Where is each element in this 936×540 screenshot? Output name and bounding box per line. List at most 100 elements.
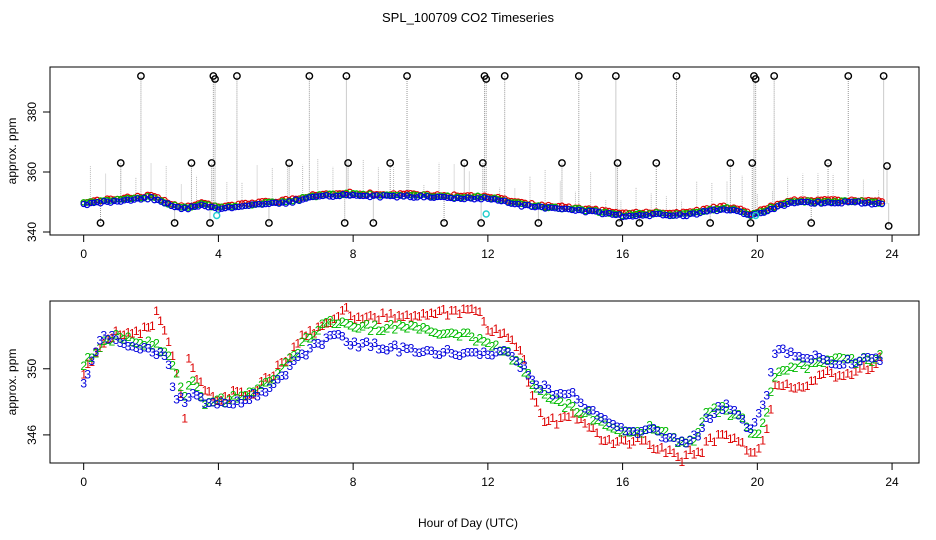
- bottom-series-1-point: 1: [747, 445, 754, 459]
- top-series-3-point: [461, 195, 468, 203]
- bottom-series-3-point: 3: [444, 342, 451, 356]
- bottom-series-1-point: 1: [343, 300, 350, 314]
- top-raw-point: [652, 159, 661, 167]
- bottom-series-2-point: 2: [650, 422, 657, 436]
- bottom-series-2-point: 2: [788, 360, 795, 374]
- top-x-tick-label: 0: [80, 247, 87, 261]
- bottom-series-2-point: 2: [824, 353, 831, 367]
- bottom-series-3-point: 3: [703, 411, 710, 425]
- top-series-2-point: [518, 200, 525, 208]
- bottom-series-2-point: 2: [864, 353, 871, 367]
- bottom-series-3-point: 3: [864, 351, 871, 365]
- top-series-3-point: [801, 198, 808, 206]
- top-raw-point: [672, 72, 681, 80]
- top-series-3-point: [333, 192, 340, 200]
- bottom-series-1-point: 1: [189, 361, 196, 375]
- bottom-series-2-point: 2: [594, 413, 601, 427]
- top-series-3-point: [100, 197, 108, 205]
- bottom-series-1-point: 1: [840, 369, 847, 383]
- bottom-x-tick-label: 16: [616, 475, 630, 489]
- bottom-series-2-point: 2: [335, 317, 342, 331]
- top-series-3-point: [663, 211, 670, 219]
- bottom-series-1-point: 1: [145, 320, 152, 334]
- top-raw-point: [482, 75, 491, 83]
- top-series-3-point: [292, 196, 300, 203]
- bottom-series-2-point: 2: [763, 405, 770, 419]
- top-series-3-point: [252, 201, 259, 208]
- bottom-series-2-point: 2: [590, 413, 597, 427]
- top-raw-point: [116, 159, 125, 167]
- bottom-series-2-point: 2: [185, 378, 192, 392]
- bottom-series-3-point: 3: [699, 421, 706, 435]
- top-series-3-point: [245, 202, 252, 209]
- bottom-series-1-point: 1: [755, 441, 762, 455]
- bottom-series-2-point: 2: [194, 380, 201, 394]
- bottom-series-3-point: 3: [505, 345, 512, 359]
- bottom-series-2-point: 2: [266, 374, 273, 388]
- bottom-series-2-point: 2: [679, 435, 686, 449]
- bottom-series-3-point: 3: [278, 369, 285, 383]
- top-series-3-point: [390, 192, 397, 200]
- top-series-3-point: [811, 200, 818, 207]
- bottom-series-1-point: 1: [420, 306, 427, 320]
- bottom-series-2-point: 2: [586, 405, 593, 419]
- top-series-3-point: [157, 198, 165, 205]
- bottom-series-1-point: 1: [230, 384, 237, 398]
- bottom-series-3-point: 3: [472, 345, 479, 359]
- bottom-series-1-point: 1: [379, 306, 386, 320]
- bottom-series-1-point: 1: [254, 383, 261, 397]
- bottom-series-1-point: 1: [113, 324, 120, 338]
- top-x-tick-label: 4: [215, 247, 222, 261]
- bottom-series-3-point: 3: [525, 369, 532, 383]
- top-series-3-point: [636, 211, 643, 219]
- bottom-series-3-point: 3: [780, 342, 787, 356]
- bottom-series-3-point: 3: [489, 349, 496, 363]
- top-series-3-point: [87, 199, 94, 207]
- bottom-series-1-point: 1: [610, 437, 617, 451]
- bottom-series-2-point: 2: [153, 336, 160, 350]
- bottom-series-1-point: 1: [864, 363, 871, 377]
- bottom-series-3-point: 3: [371, 336, 378, 350]
- bottom-series-3-point: 3: [396, 345, 403, 359]
- top-series-3-point: [531, 203, 539, 211]
- top-series-3-point: [703, 208, 711, 215]
- bottom-series-2-point: 2: [238, 389, 245, 403]
- top-raw-point: [206, 219, 214, 227]
- top-raw-point: [340, 219, 349, 227]
- top-series-3-point: [110, 197, 118, 205]
- top-series-3-point: [316, 193, 323, 200]
- bottom-series-1-point: 1: [456, 307, 463, 321]
- bottom-series-2-point: 2: [254, 382, 261, 396]
- bottom-series-3-point: 3: [145, 342, 152, 356]
- top-data-points: [80, 72, 893, 230]
- top-series-3-point: [447, 194, 455, 202]
- top-series-3-point: [407, 193, 414, 201]
- bottom-series-2-point: 2: [299, 335, 306, 349]
- top-series-3-point: [720, 206, 727, 213]
- top-series-3-point: [545, 204, 552, 211]
- top-series-3-point: [521, 201, 529, 209]
- bottom-series-3-point: 3: [343, 335, 350, 349]
- bottom-series-3-point: 3: [873, 351, 880, 365]
- bottom-series-1-point: 1: [771, 378, 778, 392]
- bottom-series-3-point: 3: [856, 355, 863, 369]
- bottom-series-1-point: 1: [210, 389, 217, 403]
- bottom-series-1-point: 1: [796, 379, 803, 393]
- top-series-3-point: [878, 200, 886, 208]
- bottom-series-2-point: 2: [440, 327, 447, 341]
- bottom-series-1-point: 1: [206, 385, 213, 399]
- bottom-series-2-point: 2: [311, 328, 318, 342]
- bottom-series-2-point: 2: [670, 431, 677, 445]
- top-series-3-point: [477, 196, 485, 203]
- bottom-series-3-point: 3: [311, 337, 318, 351]
- bottom-series-3-point: 3: [161, 349, 168, 363]
- top-series-3-point: [120, 197, 128, 204]
- bottom-series-2-point: 2: [513, 354, 520, 368]
- bottom-series-3-point: 3: [776, 343, 783, 357]
- top-series-3-point: [417, 192, 424, 199]
- bottom-series-2-point: 2: [476, 331, 483, 345]
- bottom-series-1-point: 1: [804, 379, 811, 393]
- bottom-series-2-point: 2: [691, 434, 698, 448]
- bottom-series-2-point: 2: [157, 344, 164, 358]
- top-raw-point: [170, 219, 179, 227]
